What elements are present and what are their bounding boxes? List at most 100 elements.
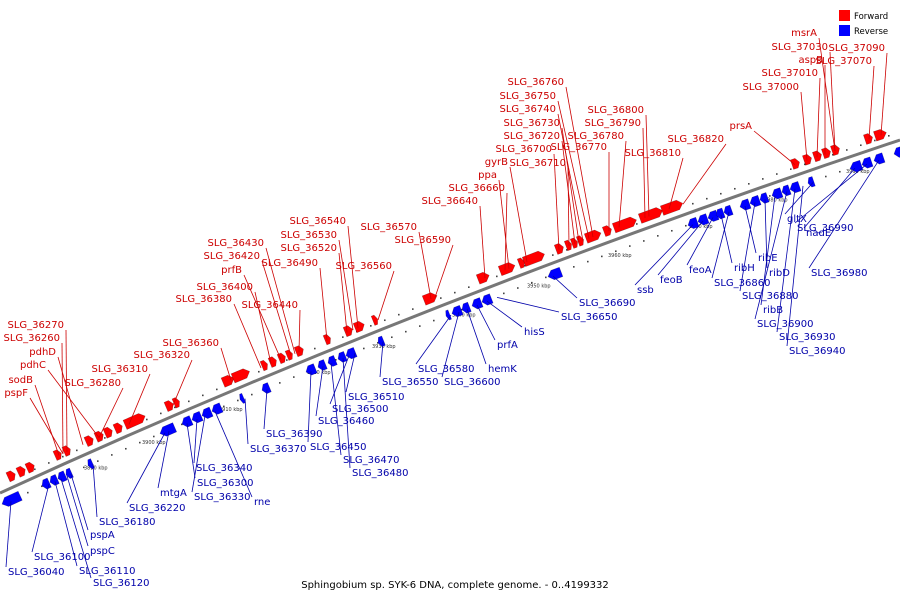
forward-gene-label[interactable]: aspB: [798, 55, 823, 66]
forward-gene-label[interactable]: pspF: [4, 388, 28, 399]
reverse-gene-label[interactable]: SLG_36370: [250, 444, 306, 455]
forward-gene-arrow[interactable]: [521, 249, 546, 267]
reverse-gene-label[interactable]: hemK: [488, 364, 517, 375]
reverse-gene-label[interactable]: gltX: [787, 214, 807, 225]
reverse-gene-arrow[interactable]: [260, 382, 272, 395]
reverse-gene-arrow[interactable]: [450, 304, 464, 318]
reverse-gene-label[interactable]: SLG_36450: [310, 442, 366, 453]
reverse-gene-arrow[interactable]: [892, 145, 900, 159]
reverse-gene-arrow[interactable]: [40, 477, 52, 490]
reverse-gene-label[interactable]: SLG_36880: [742, 291, 798, 302]
forward-gene-arrow[interactable]: [342, 324, 354, 338]
forward-gene-label[interactable]: SLG_36490: [262, 258, 318, 269]
reverse-gene-arrow[interactable]: [470, 297, 484, 311]
forward-gene-arrow[interactable]: [802, 153, 813, 166]
forward-gene-arrow[interactable]: [516, 257, 526, 269]
reverse-gene-label[interactable]: SLG_36600: [444, 377, 500, 388]
reverse-gene-arrow[interactable]: [860, 156, 874, 170]
reverse-gene-label[interactable]: ribH: [734, 263, 755, 274]
reverse-gene-arrow[interactable]: [238, 392, 246, 404]
forward-gene-label[interactable]: SLG_36430: [208, 238, 264, 249]
forward-gene-label[interactable]: SLG_36810: [625, 148, 681, 159]
forward-gene-arrow[interactable]: [5, 469, 17, 483]
forward-gene-arrow[interactable]: [601, 224, 613, 237]
forward-gene-label[interactable]: SLG_36420: [204, 251, 260, 262]
forward-gene-label[interactable]: SLG_36720: [504, 131, 560, 142]
forward-gene-label[interactable]: SLG_36640: [422, 196, 478, 207]
forward-gene-arrow[interactable]: [637, 206, 664, 224]
forward-gene-label[interactable]: SLG_36730: [504, 118, 560, 129]
reverse-gene-arrow[interactable]: [780, 184, 792, 197]
forward-gene-label[interactable]: SLG_36280: [65, 378, 121, 389]
forward-gene-label[interactable]: SLG_36380: [176, 294, 232, 305]
reverse-gene-label[interactable]: SLG_36470: [343, 455, 399, 466]
forward-gene-label[interactable]: SLG_36740: [500, 104, 556, 115]
forward-gene-arrow[interactable]: [611, 215, 638, 234]
reverse-gene-label[interactable]: prfA: [497, 340, 518, 351]
forward-gene-arrow[interactable]: [873, 128, 888, 142]
reverse-gene-arrow[interactable]: [480, 293, 494, 307]
reverse-gene-label[interactable]: SLG_36930: [779, 332, 835, 343]
forward-gene-label[interactable]: SLG_36750: [500, 91, 556, 102]
forward-gene-arrow[interactable]: [830, 144, 841, 156]
forward-gene-arrow[interactable]: [563, 239, 573, 252]
forward-gene-label[interactable]: SLG_36560: [336, 261, 392, 272]
reverse-gene-arrow[interactable]: [758, 192, 770, 204]
forward-gene-arrow[interactable]: [122, 411, 147, 430]
reverse-gene-label[interactable]: SLG_36300: [197, 478, 253, 489]
forward-gene-arrow[interactable]: [220, 373, 236, 388]
reverse-gene-arrow[interactable]: [706, 209, 720, 223]
forward-gene-label[interactable]: ppa: [478, 170, 497, 181]
reverse-gene-arrow[interactable]: [872, 152, 886, 166]
forward-gene-label[interactable]: SLG_36710: [510, 158, 566, 169]
reverse-gene-label[interactable]: SLG_36650: [561, 312, 617, 323]
forward-gene-label[interactable]: SLG_37000: [743, 82, 799, 93]
forward-gene-arrow[interactable]: [112, 421, 124, 435]
reverse-gene-arrow[interactable]: [336, 350, 348, 363]
reverse-gene-label[interactable]: feoA: [689, 265, 712, 276]
forward-gene-arrow[interactable]: [322, 333, 332, 346]
reverse-gene-label[interactable]: SLG_36180: [99, 517, 155, 528]
reverse-gene-label[interactable]: SLG_36690: [579, 298, 635, 309]
forward-gene-label[interactable]: SLG_36790: [585, 118, 641, 129]
forward-gene-label[interactable]: SLG_36570: [361, 222, 417, 233]
reverse-gene-arrow[interactable]: [714, 207, 726, 220]
forward-gene-label[interactable]: pdhC: [20, 360, 46, 371]
reverse-gene-label[interactable]: feoB: [660, 275, 683, 286]
reverse-gene-arrow[interactable]: [56, 470, 68, 483]
forward-gene-arrow[interactable]: [52, 449, 63, 461]
forward-gene-arrow[interactable]: [352, 320, 366, 334]
reverse-gene-label[interactable]: mtgA: [160, 488, 187, 499]
forward-gene-label[interactable]: SLG_36770: [551, 142, 607, 153]
reverse-gene-arrow[interactable]: [158, 422, 177, 439]
reverse-gene-label[interactable]: rne: [254, 497, 270, 508]
forward-gene-arrow[interactable]: [102, 426, 114, 439]
forward-gene-label[interactable]: SLG_37090: [829, 43, 885, 54]
forward-gene-arrow[interactable]: [171, 397, 181, 409]
forward-gene-label[interactable]: SLG_36760: [508, 77, 564, 88]
reverse-gene-arrow[interactable]: [316, 359, 328, 371]
forward-gene-label[interactable]: prfB: [221, 265, 242, 276]
forward-gene-arrow[interactable]: [163, 399, 175, 412]
forward-gene-arrow[interactable]: [421, 291, 439, 306]
reverse-gene-label[interactable]: SLG_36480: [352, 468, 408, 479]
forward-gene-label[interactable]: SLG_36820: [668, 134, 724, 145]
reverse-gene-label[interactable]: SLG_36900: [757, 319, 813, 330]
reverse-gene-label[interactable]: SLG_36100: [34, 552, 90, 563]
forward-gene-label[interactable]: SLG_36780: [568, 131, 624, 142]
forward-gene-arrow[interactable]: [370, 314, 379, 326]
forward-gene-label[interactable]: msrA: [791, 28, 817, 39]
reverse-gene-arrow[interactable]: [460, 301, 472, 314]
forward-gene-label[interactable]: pdhD: [29, 347, 56, 358]
forward-gene-label[interactable]: prsA: [729, 121, 752, 132]
forward-gene-arrow[interactable]: [553, 242, 565, 255]
reverse-gene-label[interactable]: SLG_36580: [418, 364, 474, 375]
forward-gene-arrow[interactable]: [284, 349, 294, 361]
reverse-gene-label[interactable]: SLG_36340: [196, 463, 252, 474]
reverse-gene-arrow[interactable]: [326, 355, 338, 367]
reverse-gene-label[interactable]: SLG_36510: [348, 392, 404, 403]
forward-gene-label[interactable]: SLG_36660: [449, 183, 505, 194]
forward-gene-arrow[interactable]: [821, 147, 832, 160]
reverse-gene-label[interactable]: SLG_36120: [93, 578, 149, 589]
forward-gene-arrow[interactable]: [863, 132, 874, 145]
